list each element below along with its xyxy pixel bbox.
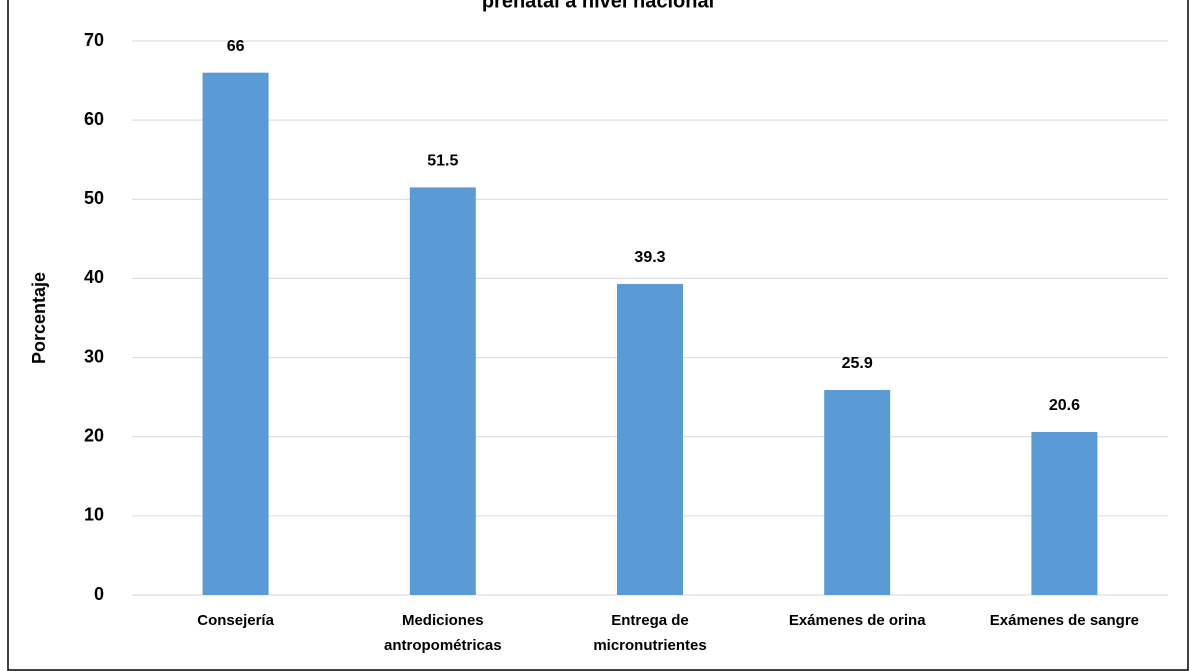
x-tick-label: antropométricas — [384, 637, 502, 654]
bar — [202, 72, 269, 595]
x-tick-label: Consejería — [197, 612, 274, 629]
y-tick-label: 20 — [84, 425, 104, 445]
y-tick-label: 30 — [84, 346, 104, 366]
y-tick-label: 0 — [94, 584, 104, 604]
x-tick-label: Exámenes de orina — [789, 612, 926, 629]
y-tick-label: 60 — [84, 109, 104, 129]
data-label: 20.6 — [1049, 397, 1080, 414]
bar — [409, 187, 476, 595]
chart-border — [7, 0, 1189, 671]
x-tick-label: Entrega de — [611, 612, 689, 629]
data-label: 39.3 — [634, 249, 665, 266]
y-axis-title: Porcentaje — [29, 272, 49, 364]
y-tick-label: 50 — [84, 188, 104, 208]
data-label: 66 — [227, 38, 245, 55]
x-tick-label: Mediciones — [402, 612, 484, 629]
y-tick-label: 10 — [84, 505, 104, 525]
data-label: 25.9 — [842, 355, 873, 372]
y-tick-label: 40 — [84, 267, 104, 287]
x-tick-label: micronutrientes — [593, 637, 706, 654]
bar — [1031, 431, 1098, 595]
chart-title: prenatal a nivel nacional — [482, 0, 714, 12]
x-tick-label: Exámenes de sangre — [990, 612, 1139, 629]
bar — [824, 390, 891, 595]
y-tick-label: 70 — [84, 30, 104, 50]
bar — [617, 283, 683, 595]
data-label: 51.5 — [427, 153, 458, 170]
